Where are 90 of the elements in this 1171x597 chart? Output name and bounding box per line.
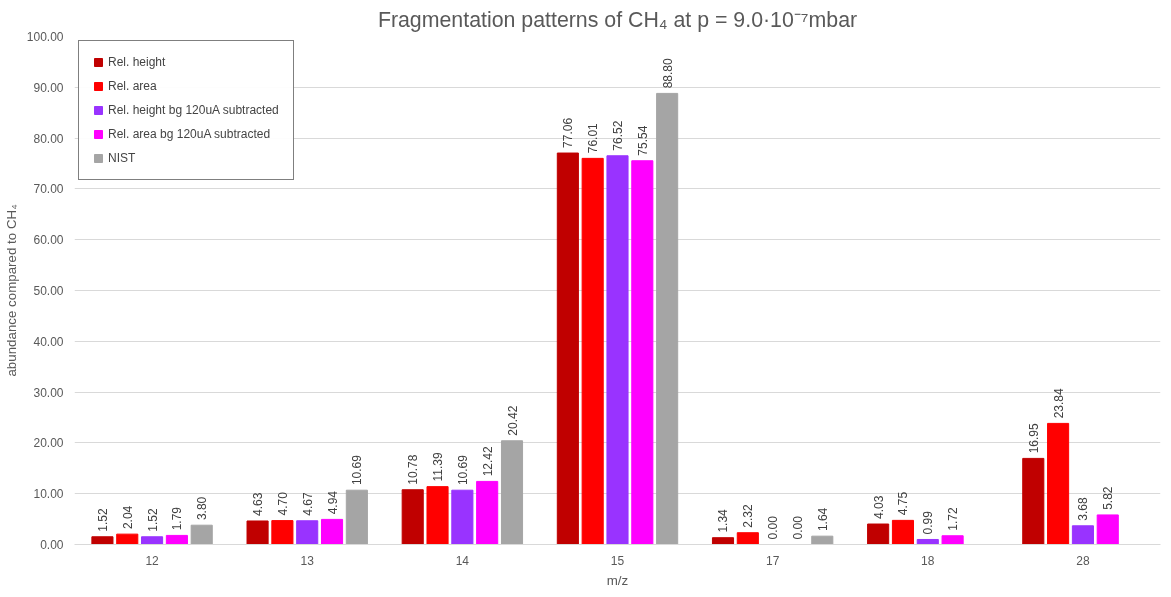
x-tick-label: 18 [921, 553, 935, 568]
data-label: 5.82 [1101, 486, 1116, 510]
y-tick-label: 40.00 [33, 334, 64, 349]
bar [556, 152, 579, 545]
bar [867, 523, 890, 545]
y-tick-label: 60.00 [33, 233, 64, 248]
data-label: 1.34 [716, 508, 731, 533]
data-label: 1.79 [170, 506, 185, 531]
data-label: 23.84 [1051, 387, 1066, 419]
x-tick-label: 12 [145, 553, 160, 568]
data-label: 4.03 [871, 495, 886, 519]
legend-label: NIST [108, 151, 136, 165]
bar [246, 520, 269, 545]
data-label: 4.75 [896, 491, 911, 516]
legend-label: Rel. height bg 120uA subtracted [108, 103, 279, 117]
data-label: 1.52 [145, 508, 160, 532]
bar [1022, 457, 1045, 545]
bar [476, 480, 499, 545]
data-label: 4.63 [251, 492, 266, 516]
bar [426, 486, 449, 545]
bar [190, 524, 213, 545]
data-label: 16.95 [1026, 422, 1041, 454]
data-label: 88.80 [660, 57, 675, 89]
y-tick-label: 50.00 [33, 284, 64, 298]
data-label: 75.54 [635, 125, 650, 156]
data-label: 1.52 [95, 508, 110, 532]
data-label: 0.00 [790, 515, 805, 540]
y-tick-label: 0.00 [40, 538, 64, 552]
data-label: 11.39 [431, 452, 446, 482]
bar [500, 440, 524, 545]
bar [1047, 422, 1070, 545]
data-label: 1.72 [946, 507, 961, 531]
bar [141, 536, 164, 545]
y-tick-label: 90.00 [33, 80, 64, 95]
y-tick-label: 20.00 [33, 436, 64, 451]
data-label: 4.94 [325, 490, 340, 515]
bar [711, 537, 735, 545]
bar [656, 92, 679, 545]
bar [1096, 514, 1119, 545]
bar [736, 532, 759, 545]
x-tick-label: 15 [610, 553, 625, 568]
bar [271, 520, 294, 545]
data-label: 1.64 [815, 507, 830, 532]
legend-label: Rel. area [108, 79, 157, 93]
data-label: 10.69 [455, 454, 470, 486]
data-label: 0.00 [766, 515, 781, 540]
chart-title: Fragmentation patterns of CH₄ at p = 9.0·10⁻⁷mbar [377, 7, 858, 32]
data-label: 10.78 [406, 454, 421, 485]
legend-label: Rel. height [108, 55, 166, 69]
data-label: 77.06 [561, 117, 576, 148]
x-tick-label: 17 [765, 553, 780, 568]
data-label: 2.04 [120, 505, 135, 530]
bar [296, 520, 319, 545]
x-tick-label: 13 [300, 553, 315, 568]
bar [401, 489, 424, 545]
data-label: 2.32 [741, 503, 756, 528]
data-label: 0.99 [921, 510, 936, 535]
bar [631, 160, 654, 545]
bar [941, 535, 964, 545]
x-tick-label: 28 [1076, 553, 1090, 568]
data-label: 3.80 [195, 496, 210, 521]
data-label: 4.67 [300, 492, 315, 516]
legend-label: Rel. area bg 120uA subtracted [108, 127, 271, 141]
bar [345, 489, 368, 545]
bar [1071, 525, 1094, 545]
bar [891, 519, 915, 545]
data-label: 3.68 [1076, 497, 1091, 521]
y-axis-title: abundance compared to CH₄ [3, 204, 19, 377]
y-tick-label: 30.00 [33, 385, 64, 400]
y-tick-label: 70.00 [33, 182, 64, 197]
bar [451, 489, 474, 545]
y-tick-label: 10.00 [33, 487, 64, 502]
y-tick-label: 80.00 [33, 131, 64, 146]
data-label: 10.69 [350, 454, 365, 486]
data-label: 76.01 [586, 122, 601, 154]
bar [116, 533, 139, 545]
bar [606, 155, 629, 545]
bar [811, 535, 834, 545]
bar [91, 536, 114, 545]
bar [165, 534, 188, 545]
data-label: 12.42 [480, 445, 495, 477]
data-label: 76.52 [611, 120, 625, 151]
data-label: 20.42 [505, 405, 520, 436]
bar [320, 518, 344, 545]
x-axis-title: m/z [606, 572, 629, 588]
x-tick-label: 14 [455, 553, 470, 568]
y-tick-label: 100.00 [26, 30, 64, 44]
bar [916, 538, 939, 545]
bar [581, 157, 604, 545]
data-label: 4.70 [275, 491, 290, 516]
